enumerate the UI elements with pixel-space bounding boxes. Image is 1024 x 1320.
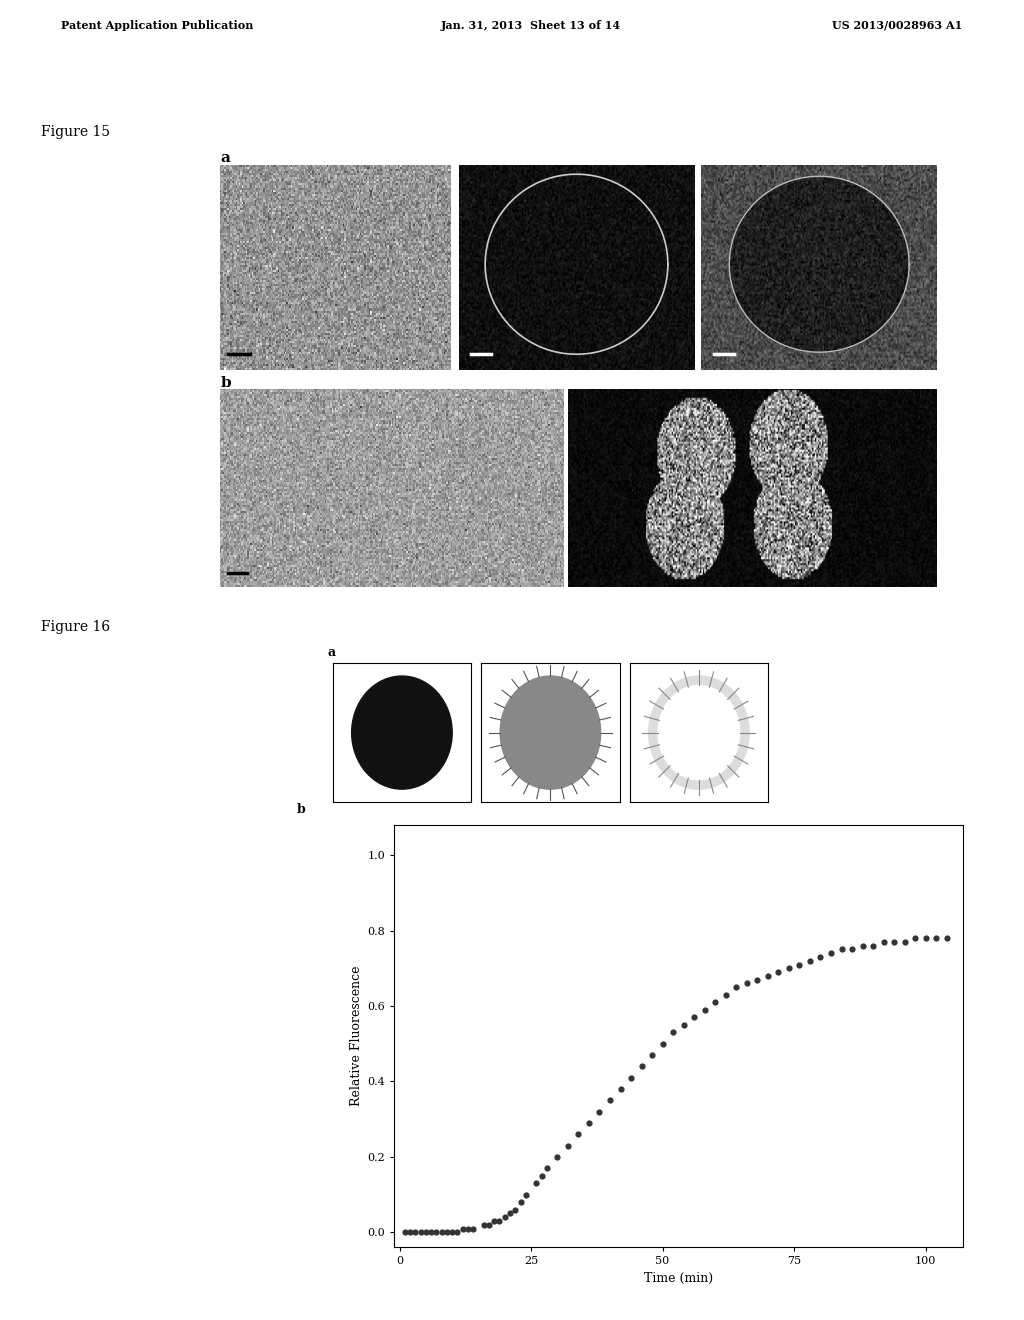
Point [497, 1206, 513, 1228]
Point [460, 1218, 476, 1239]
Point [428, 1222, 444, 1243]
Point [396, 1222, 413, 1243]
Point [792, 954, 808, 975]
Point [492, 1210, 508, 1232]
Point [823, 942, 840, 964]
Point [408, 1222, 424, 1243]
Point [623, 1067, 639, 1088]
Point [450, 1222, 466, 1243]
Point [686, 1007, 702, 1028]
Text: Patent Application Publication: Patent Application Publication [61, 20, 254, 30]
Point [413, 1222, 429, 1243]
Text: Figure 15: Figure 15 [41, 125, 111, 139]
Point [502, 1203, 518, 1224]
Point [444, 1222, 461, 1243]
Point [486, 1210, 503, 1232]
Ellipse shape [500, 676, 601, 789]
Text: a: a [220, 152, 230, 165]
Point [907, 928, 924, 949]
Point [570, 1123, 587, 1144]
Point [418, 1222, 434, 1243]
Point [886, 932, 902, 953]
Point [696, 999, 713, 1020]
Point [581, 1113, 597, 1134]
Point [634, 1056, 650, 1077]
Point [401, 1222, 418, 1243]
Point [433, 1222, 450, 1243]
Point [844, 939, 860, 960]
Point [939, 928, 955, 949]
Point [654, 1034, 671, 1055]
Point [865, 935, 882, 956]
Text: a: a [328, 645, 336, 659]
Point [549, 1146, 565, 1167]
Text: Figure 16: Figure 16 [41, 620, 111, 634]
Point [854, 935, 870, 956]
Point [780, 958, 797, 979]
Point [465, 1218, 481, 1239]
Point [644, 1044, 660, 1065]
Point [517, 1184, 534, 1205]
Point [760, 965, 776, 986]
Point [718, 985, 734, 1006]
Point [876, 932, 892, 953]
Point [528, 1172, 545, 1193]
Point [834, 939, 850, 960]
Point [896, 932, 912, 953]
Point [423, 1222, 439, 1243]
Point [918, 928, 934, 949]
Point [534, 1166, 550, 1187]
Ellipse shape [351, 676, 453, 789]
Point [612, 1078, 629, 1100]
Point [455, 1218, 471, 1239]
Point [602, 1090, 618, 1111]
Point [438, 1222, 455, 1243]
Point [802, 950, 818, 972]
Point [665, 1022, 681, 1043]
Point [560, 1135, 577, 1156]
Point [512, 1192, 528, 1213]
Point [481, 1214, 498, 1236]
Point [770, 961, 786, 982]
Point [728, 977, 744, 998]
Point [750, 969, 766, 990]
Text: b: b [220, 376, 230, 389]
Point [539, 1158, 555, 1179]
Point [591, 1101, 607, 1122]
Point [738, 973, 755, 994]
Point [507, 1199, 523, 1220]
Point [676, 1014, 692, 1035]
X-axis label: Time (min): Time (min) [644, 1272, 713, 1284]
Point [812, 946, 828, 968]
Ellipse shape [658, 685, 739, 780]
Point [707, 991, 723, 1012]
Text: b: b [297, 803, 306, 816]
Text: US 2013/0028963 A1: US 2013/0028963 A1 [833, 20, 963, 30]
Ellipse shape [648, 676, 750, 789]
Point [928, 928, 944, 949]
Text: Jan. 31, 2013  Sheet 13 of 14: Jan. 31, 2013 Sheet 13 of 14 [440, 20, 621, 30]
Point [475, 1214, 492, 1236]
Y-axis label: Relative Fluorescence: Relative Fluorescence [350, 966, 364, 1106]
